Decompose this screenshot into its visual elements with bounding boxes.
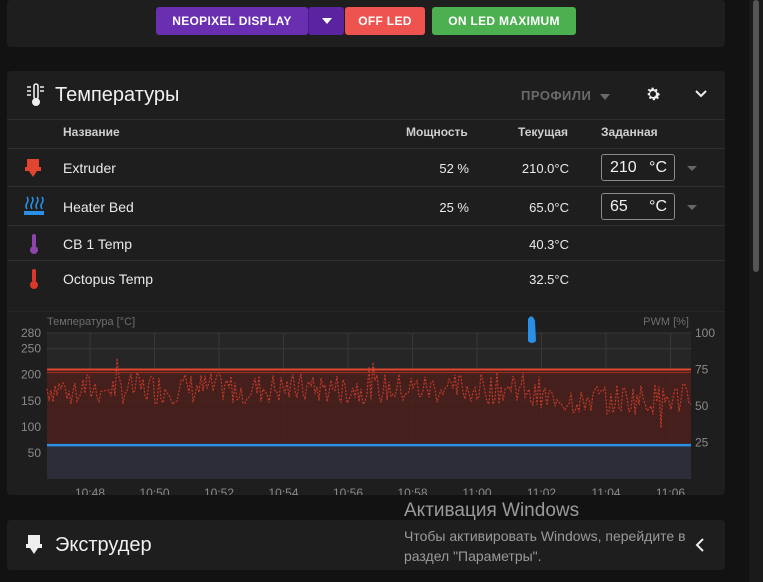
chevron-down-icon[interactable] [693,86,709,102]
windows-activation-line1: Чтобы активировать Windows, перейдите в [404,528,686,544]
windows-activation-line2: раздел "Параметры". [404,548,542,564]
target-temp-unit: °C [649,198,667,215]
caret-down-icon [599,93,610,100]
y-tick-label: 150 [21,394,41,408]
x-tick-label: 10:54 [268,486,298,495]
extruder-card: Экструдер [7,520,725,570]
target-temp-unit: °C [649,159,667,176]
heater-bed-icon [24,196,44,215]
x-tick-label: 10:58 [397,486,427,495]
chevron-left-icon[interactable] [694,537,706,553]
x-tick-label: 11:06 [656,486,685,495]
column-current-header: Текущая [518,125,569,139]
extruder-pwm-line [46,358,692,428]
column-power-header: Мощность [406,125,468,139]
y2-tick-label: 100 [695,326,715,340]
sensor-name: Octopus Temp [63,271,154,287]
off-led-button[interactable]: OFF LED [345,7,425,35]
sensor-current-temp: 32.5°C [529,272,569,287]
temperature-chart: Температура [°C] PWM [%] 50 100 150 200 250 2… [7,311,725,495]
x-tick-label: 10:50 [139,486,169,495]
temperatures-card: Температуры ПРОФИЛИ Название Мощность Те… [7,71,725,495]
y-tick-label: 280 [21,326,41,340]
heater-current-temp: 210.0°C [521,161,569,176]
y2-tick-label: 25 [695,436,709,450]
sensor-name: CB 1 Temp [63,236,132,252]
bed-temp-area [47,445,691,479]
column-name-header: Название [63,125,120,139]
y-tick-label: 50 [28,446,42,460]
thermometer-lines-icon [27,83,44,106]
sensor-current-temp: 40.3°C [529,237,569,252]
y2-axis-label: PWM [%] [643,316,689,328]
neopixel-display-button[interactable]: NEOPIXEL DISPLAY [156,7,308,35]
scrollbar-thumb[interactable] [753,0,759,272]
target-temp-input[interactable]: 65 °C [601,193,675,220]
x-tick-label: 10:52 [204,486,234,495]
x-tick-label: 11:04 [591,486,620,495]
thermometer-icon [30,269,38,289]
target-presets-caret-icon[interactable] [687,205,697,210]
extruder-icon [25,159,41,177]
gear-icon[interactable] [644,85,662,103]
chart-cursor-marker [528,316,536,343]
heater-row-bed: Heater Bed 25 % 65.0°C 65 °C [7,186,725,226]
x-tick-label: 11:00 [462,486,491,495]
macro-buttons-card: NEOPIXEL DISPLAY OFF LED ON LED MAXIMUM [7,0,725,47]
x-tick-label: 10:56 [333,486,363,495]
windows-activation-text: Чтобы активировать Windows, перейдите в … [404,526,686,566]
heater-name: Extruder [63,160,116,176]
heater-name: Heater Bed [63,199,134,215]
neopixel-dropdown-button[interactable] [308,7,344,35]
target-presets-caret-icon[interactable] [687,166,697,171]
heater-current-temp: 65.0°C [529,200,569,215]
target-temp-value: 65 [610,198,628,215]
page-title: Температуры [55,84,180,106]
extruder-icon [26,535,42,554]
thermometer-icon [30,234,38,254]
target-temp-input[interactable]: 210 °C [601,154,675,181]
heater-row-extruder: Extruder 52 % 210.0°C 210 °C [7,148,725,187]
column-target-header: Заданная [601,125,658,139]
caret-down-icon [321,18,332,24]
heater-power: 25 % [439,200,469,215]
profiles-label: ПРОФИЛИ [521,88,592,103]
x-tick-label: 10:48 [75,486,105,495]
y-tick-label: 200 [21,368,41,382]
y-axis-label: Температура [°C] [47,316,135,328]
y-tick-label: 250 [21,342,41,356]
on-led-maximum-button[interactable]: ON LED MAXIMUM [432,7,576,35]
x-tick-label: 11:02 [527,486,556,495]
target-temp-value: 210 [610,159,637,176]
page-scrollbar[interactable] [749,0,763,582]
sensor-row-cb1: CB 1 Temp 40.3°C [7,225,725,261]
sensor-row-octopus: Octopus Temp 32.5°C [7,260,725,296]
y2-tick-label: 50 [695,399,709,413]
profiles-dropdown[interactable]: ПРОФИЛИ [521,88,610,103]
heater-power: 52 % [439,161,469,176]
windows-activation-title: Активация Windows [404,500,580,521]
y2-tick-label: 75 [695,363,709,377]
extruder-section-title: Экструдер [55,534,152,556]
temperatures-header: Температуры ПРОФИЛИ [7,71,725,120]
y-tick-label: 100 [21,420,41,434]
